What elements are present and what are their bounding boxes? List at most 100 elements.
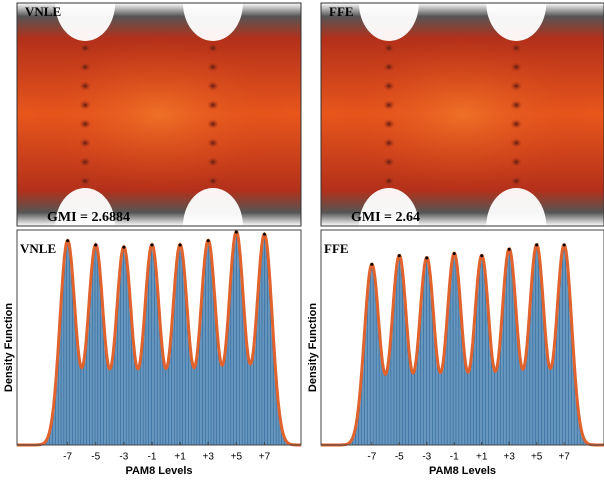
peak-marker (535, 243, 539, 247)
histogram-bar (218, 354, 221, 446)
histogram-bar (449, 271, 452, 446)
histogram-bar (195, 360, 198, 446)
histogram-bar (508, 249, 511, 446)
eye-crossing (510, 62, 523, 72)
histogram-bar (124, 249, 127, 446)
histogram-bar (175, 266, 178, 446)
histogram-bar (505, 259, 508, 446)
eye-crossing (510, 100, 523, 110)
histogram-bar (546, 355, 549, 446)
histogram-bar (166, 367, 168, 446)
eye-crossing (79, 119, 92, 129)
histogram-bar (428, 269, 431, 446)
x-tick-label: +5 (531, 452, 543, 463)
eye-crossing (206, 119, 219, 129)
panel-title: VNLE (25, 4, 61, 19)
eye-opening-top (486, 0, 547, 41)
peak-marker (262, 232, 266, 236)
histogram-bar (480, 256, 482, 446)
histogram-bar (203, 266, 205, 446)
histogram-bar (537, 249, 540, 446)
histogram-bar (63, 252, 66, 446)
fit-curve (321, 243, 604, 447)
eye-crossing (79, 81, 92, 91)
histogram-bar (94, 244, 97, 446)
histogram-bar (383, 372, 386, 446)
x-tick-label: +3 (203, 452, 215, 463)
histogram-bar (206, 241, 209, 446)
histogram-bar (125, 259, 128, 446)
histogram-bar (263, 233, 266, 446)
histogram-bar (563, 244, 565, 446)
y-axis-label: Density Function (307, 303, 319, 393)
peak-marker (150, 243, 154, 247)
histogram-bar (384, 373, 387, 446)
histogram-bar (539, 261, 541, 446)
histogram-bar (495, 370, 497, 446)
histogram-bar (223, 358, 226, 446)
eye-crossing (206, 157, 219, 167)
histogram-bar (507, 250, 510, 446)
histogram-bar (261, 238, 264, 446)
x-axis-label: PAM8 Levels (125, 465, 192, 477)
histogram-bar (439, 372, 442, 446)
histogram-bar (234, 234, 236, 446)
eye-glow (335, 36, 590, 193)
eye-crossing (510, 43, 523, 53)
histogram-bar (210, 259, 213, 446)
histogram-bar (381, 364, 384, 446)
histogram-bar (152, 246, 154, 446)
histogram-bar (266, 249, 269, 446)
peak-marker (397, 254, 401, 258)
panel-title: FFE (324, 241, 349, 256)
histogram-bar (221, 364, 224, 446)
histogram-bar (204, 250, 207, 446)
histogram-bar (110, 365, 113, 446)
histogram-bar (549, 368, 552, 446)
histogram-bar (484, 276, 487, 446)
x-tick-label: -7 (367, 452, 376, 463)
panel-frame (320, 2, 604, 227)
histogram-bar (478, 263, 481, 446)
eye-crossing (510, 176, 523, 186)
histogram-bar (548, 365, 550, 446)
histogram-bar (209, 246, 212, 446)
eye-opening-top (182, 0, 243, 41)
eye-crossing (382, 119, 395, 129)
histogram-bar (264, 237, 267, 446)
eye-crossing (510, 119, 523, 129)
histogram-bar (464, 365, 467, 446)
eye-crossing (382, 100, 395, 110)
histogram-bar (139, 357, 142, 446)
peak-marker (206, 239, 210, 243)
eye-crossing (79, 100, 92, 110)
histogram-bar (237, 236, 240, 446)
histogram-bar (451, 259, 454, 446)
histogram-bar (220, 363, 222, 446)
histogram-bar (409, 359, 411, 446)
x-tick-label: +1 (476, 452, 488, 463)
histogram-bar (561, 248, 564, 446)
histogram-bar (247, 360, 250, 446)
histogram-bar (135, 363, 137, 446)
histogram-bar (136, 368, 139, 446)
histogram-bar (535, 244, 538, 446)
eye-crossing (206, 100, 219, 110)
eye-crossing (206, 81, 219, 91)
histogram-bar (162, 361, 165, 446)
x-tick-label: -5 (91, 452, 100, 463)
histogram-bar (564, 248, 567, 446)
histogram-bar (395, 268, 398, 446)
eye-crossing (79, 62, 92, 72)
eye-diagram (320, 0, 604, 264)
x-tick-label: -1 (450, 452, 459, 463)
annotation: GMI = 2.64 (351, 210, 420, 225)
eye-crossing (510, 138, 523, 148)
histogram-bar (386, 369, 389, 446)
histogram-bar (97, 259, 100, 446)
histogram-bar (477, 276, 479, 446)
peak-marker (66, 239, 70, 243)
histogram-bar (371, 264, 374, 446)
histogram-bar (467, 370, 470, 446)
eye-crossing (382, 43, 395, 53)
